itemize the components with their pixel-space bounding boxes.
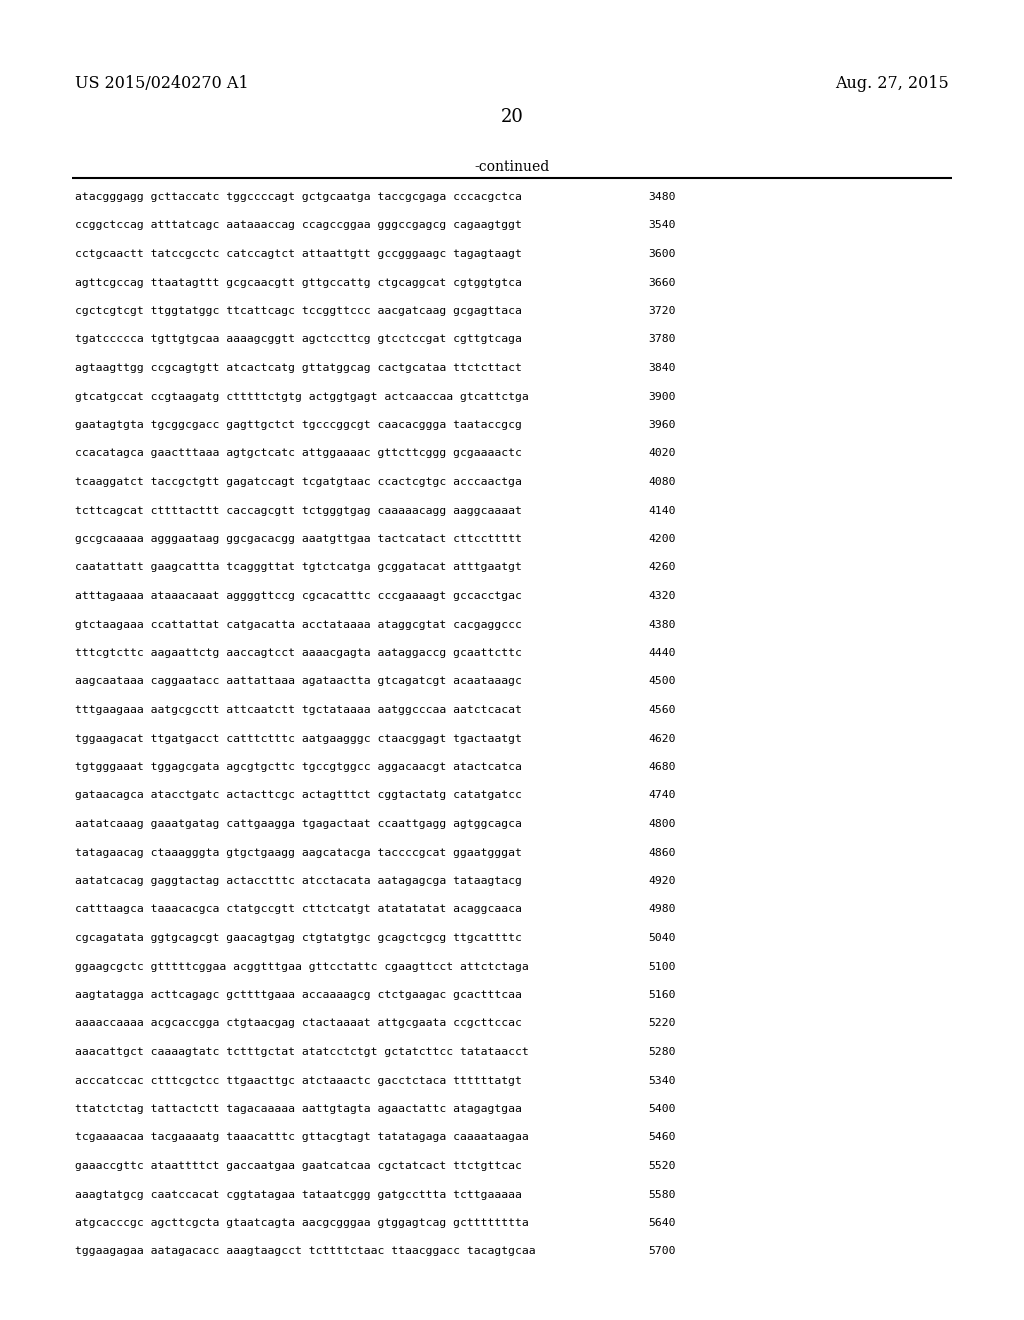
Text: catttaagca taaacacgca ctatgccgtt cttctcatgt atatatatat acaggcaaca: catttaagca taaacacgca ctatgccgtt cttctca… xyxy=(75,904,522,915)
Text: agtaagttgg ccgcagtgtt atcactcatg gttatggcag cactgcataa ttctcttact: agtaagttgg ccgcagtgtt atcactcatg gttatgg… xyxy=(75,363,522,374)
Text: acccatccac ctttcgctcc ttgaacttgc atctaaactc gacctctaca ttttttatgt: acccatccac ctttcgctcc ttgaacttgc atctaaa… xyxy=(75,1076,522,1085)
Text: aaaaccaaaa acgcaccgga ctgtaacgag ctactaaaat attgcgaata ccgcttccac: aaaaccaaaa acgcaccgga ctgtaacgag ctactaa… xyxy=(75,1019,522,1028)
Text: 4860: 4860 xyxy=(648,847,676,858)
Text: cgcagatata ggtgcagcgt gaacagtgag ctgtatgtgc gcagctcgcg ttgcattttc: cgcagatata ggtgcagcgt gaacagtgag ctgtatg… xyxy=(75,933,522,942)
Text: 3900: 3900 xyxy=(648,392,676,401)
Text: gaatagtgta tgcggcgacc gagttgctct tgcccggcgt caacacggga taataccgcg: gaatagtgta tgcggcgacc gagttgctct tgcccgg… xyxy=(75,420,522,430)
Text: 4920: 4920 xyxy=(648,876,676,886)
Text: 4800: 4800 xyxy=(648,818,676,829)
Text: tatagaacag ctaaagggta gtgctgaagg aagcatacga taccccgcat ggaatgggat: tatagaacag ctaaagggta gtgctgaagg aagcata… xyxy=(75,847,522,858)
Text: caatattatt gaagcattta tcagggttat tgtctcatga gcggatacat atttgaatgt: caatattatt gaagcattta tcagggttat tgtctca… xyxy=(75,562,522,573)
Text: atttagaaaa ataaacaaat aggggttccg cgcacatttc cccgaaaagt gccacctgac: atttagaaaa ataaacaaat aggggttccg cgcacat… xyxy=(75,591,522,601)
Text: aatatcacag gaggtactag actacctttc atcctacata aatagagcga tataagtacg: aatatcacag gaggtactag actacctttc atcctac… xyxy=(75,876,522,886)
Text: 3960: 3960 xyxy=(648,420,676,430)
Text: 5100: 5100 xyxy=(648,961,676,972)
Text: 3660: 3660 xyxy=(648,277,676,288)
Text: 4980: 4980 xyxy=(648,904,676,915)
Text: 5040: 5040 xyxy=(648,933,676,942)
Text: ttatctctag tattactctt tagacaaaaa aattgtagta agaactattc atagagtgaa: ttatctctag tattactctt tagacaaaaa aattgta… xyxy=(75,1104,522,1114)
Text: tcttcagcat cttttacttt caccagcgtt tctgggtgag caaaaacagg aaggcaaaat: tcttcagcat cttttacttt caccagcgtt tctgggt… xyxy=(75,506,522,516)
Text: 5520: 5520 xyxy=(648,1162,676,1171)
Text: 4740: 4740 xyxy=(648,791,676,800)
Text: 3600: 3600 xyxy=(648,249,676,259)
Text: tttcgtcttc aagaattctg aaccagtcct aaaacgagta aataggaccg gcaattcttc: tttcgtcttc aagaattctg aaccagtcct aaaacga… xyxy=(75,648,522,657)
Text: cgctcgtcgt ttggtatggc ttcattcagc tccggttccc aacgatcaag gcgagttaca: cgctcgtcgt ttggtatggc ttcattcagc tccggtt… xyxy=(75,306,522,315)
Text: 4260: 4260 xyxy=(648,562,676,573)
Text: ggaagcgctc gtttttcggaa acggtttgaa gttcctattc cgaagttcct attctctaga: ggaagcgctc gtttttcggaa acggtttgaa gttcct… xyxy=(75,961,528,972)
Text: -continued: -continued xyxy=(474,160,550,174)
Text: 5640: 5640 xyxy=(648,1218,676,1228)
Text: agttcgccag ttaatagttt gcgcaacgtt gttgccattg ctgcaggcat cgtggtgtca: agttcgccag ttaatagttt gcgcaacgtt gttgcca… xyxy=(75,277,522,288)
Text: 4560: 4560 xyxy=(648,705,676,715)
Text: 4020: 4020 xyxy=(648,449,676,458)
Text: 4620: 4620 xyxy=(648,734,676,743)
Text: 4440: 4440 xyxy=(648,648,676,657)
Text: 3540: 3540 xyxy=(648,220,676,231)
Text: 4500: 4500 xyxy=(648,676,676,686)
Text: ccggctccag atttatcagc aataaaccag ccagccggaa gggccgagcg cagaagtggt: ccggctccag atttatcagc aataaaccag ccagccg… xyxy=(75,220,522,231)
Text: 3480: 3480 xyxy=(648,191,676,202)
Text: 4080: 4080 xyxy=(648,477,676,487)
Text: US 2015/0240270 A1: US 2015/0240270 A1 xyxy=(75,75,249,92)
Text: aagtatagga acttcagagc gcttttgaaa accaaaagcg ctctgaagac gcactttcaa: aagtatagga acttcagagc gcttttgaaa accaaaa… xyxy=(75,990,522,1001)
Text: 3720: 3720 xyxy=(648,306,676,315)
Text: atacgggagg gcttaccatc tggccccagt gctgcaatga taccgcgaga cccacgctca: atacgggagg gcttaccatc tggccccagt gctgcaa… xyxy=(75,191,522,202)
Text: tgatccccca tgttgtgcaa aaaagcggtt agctccttcg gtcctccgat cgttgtcaga: tgatccccca tgttgtgcaa aaaagcggtt agctcct… xyxy=(75,334,522,345)
Text: tcaaggatct taccgctgtt gagatccagt tcgatgtaac ccactcgtgc acccaactga: tcaaggatct taccgctgtt gagatccagt tcgatgt… xyxy=(75,477,522,487)
Text: 4320: 4320 xyxy=(648,591,676,601)
Text: aagcaataaa caggaatacc aattattaaa agataactta gtcagatcgt acaataaagc: aagcaataaa caggaatacc aattattaaa agataac… xyxy=(75,676,522,686)
Text: 4140: 4140 xyxy=(648,506,676,516)
Text: atgcacccgc agcttcgcta gtaatcagta aacgcgggaa gtggagtcag gctttttttta: atgcacccgc agcttcgcta gtaatcagta aacgcgg… xyxy=(75,1218,528,1228)
Text: 3780: 3780 xyxy=(648,334,676,345)
Text: 5220: 5220 xyxy=(648,1019,676,1028)
Text: 4200: 4200 xyxy=(648,535,676,544)
Text: tcgaaaacaa tacgaaaatg taaacatttc gttacgtagt tatatagaga caaaataagaa: tcgaaaacaa tacgaaaatg taaacatttc gttacgt… xyxy=(75,1133,528,1143)
Text: gtcatgccat ccgtaagatg ctttttctgtg actggtgagt actcaaccaa gtcattctga: gtcatgccat ccgtaagatg ctttttctgtg actggt… xyxy=(75,392,528,401)
Text: 5400: 5400 xyxy=(648,1104,676,1114)
Text: 5700: 5700 xyxy=(648,1246,676,1257)
Text: 3840: 3840 xyxy=(648,363,676,374)
Text: 5460: 5460 xyxy=(648,1133,676,1143)
Text: tggaagagaa aatagacacc aaagtaagcct tcttttctaac ttaacggacc tacagtgcaa: tggaagagaa aatagacacc aaagtaagcct tctttt… xyxy=(75,1246,536,1257)
Text: gccgcaaaaa agggaataag ggcgacacgg aaatgttgaa tactcatact cttccttttt: gccgcaaaaa agggaataag ggcgacacgg aaatgtt… xyxy=(75,535,522,544)
Text: 4380: 4380 xyxy=(648,619,676,630)
Text: aatatcaaag gaaatgatag cattgaagga tgagactaat ccaattgagg agtggcagca: aatatcaaag gaaatgatag cattgaagga tgagact… xyxy=(75,818,522,829)
Text: aaagtatgcg caatccacat cggtatagaa tataatcggg gatgccttta tcttgaaaaa: aaagtatgcg caatccacat cggtatagaa tataatc… xyxy=(75,1189,522,1200)
Text: 4680: 4680 xyxy=(648,762,676,772)
Text: tttgaagaaa aatgcgcctt attcaatctt tgctataaaa aatggcccaa aatctcacat: tttgaagaaa aatgcgcctt attcaatctt tgctata… xyxy=(75,705,522,715)
Text: aaacattgct caaaagtatc tctttgctat atatcctctgt gctatcttcc tatataacct: aaacattgct caaaagtatc tctttgctat atatcct… xyxy=(75,1047,528,1057)
Text: Aug. 27, 2015: Aug. 27, 2015 xyxy=(836,75,949,92)
Text: gaaaccgttc ataattttct gaccaatgaa gaatcatcaa cgctatcact ttctgttcac: gaaaccgttc ataattttct gaccaatgaa gaatcat… xyxy=(75,1162,522,1171)
Text: tggaagacat ttgatgacct catttctttc aatgaagggc ctaacggagt tgactaatgt: tggaagacat ttgatgacct catttctttc aatgaag… xyxy=(75,734,522,743)
Text: 5160: 5160 xyxy=(648,990,676,1001)
Text: 5580: 5580 xyxy=(648,1189,676,1200)
Text: ccacatagca gaactttaaa agtgctcatc attggaaaac gttcttcggg gcgaaaactc: ccacatagca gaactttaaa agtgctcatc attggaa… xyxy=(75,449,522,458)
Text: 20: 20 xyxy=(501,108,523,125)
Text: 5340: 5340 xyxy=(648,1076,676,1085)
Text: 5280: 5280 xyxy=(648,1047,676,1057)
Text: gtctaagaaa ccattattat catgacatta acctataaaa ataggcgtat cacgaggccc: gtctaagaaa ccattattat catgacatta acctata… xyxy=(75,619,522,630)
Text: cctgcaactt tatccgcctc catccagtct attaattgtt gccgggaagc tagagtaagt: cctgcaactt tatccgcctc catccagtct attaatt… xyxy=(75,249,522,259)
Text: tgtgggaaat tggagcgata agcgtgcttc tgccgtggcc aggacaacgt atactcatca: tgtgggaaat tggagcgata agcgtgcttc tgccgtg… xyxy=(75,762,522,772)
Text: gataacagca atacctgatc actacttcgc actagtttct cggtactatg catatgatcc: gataacagca atacctgatc actacttcgc actagtt… xyxy=(75,791,522,800)
